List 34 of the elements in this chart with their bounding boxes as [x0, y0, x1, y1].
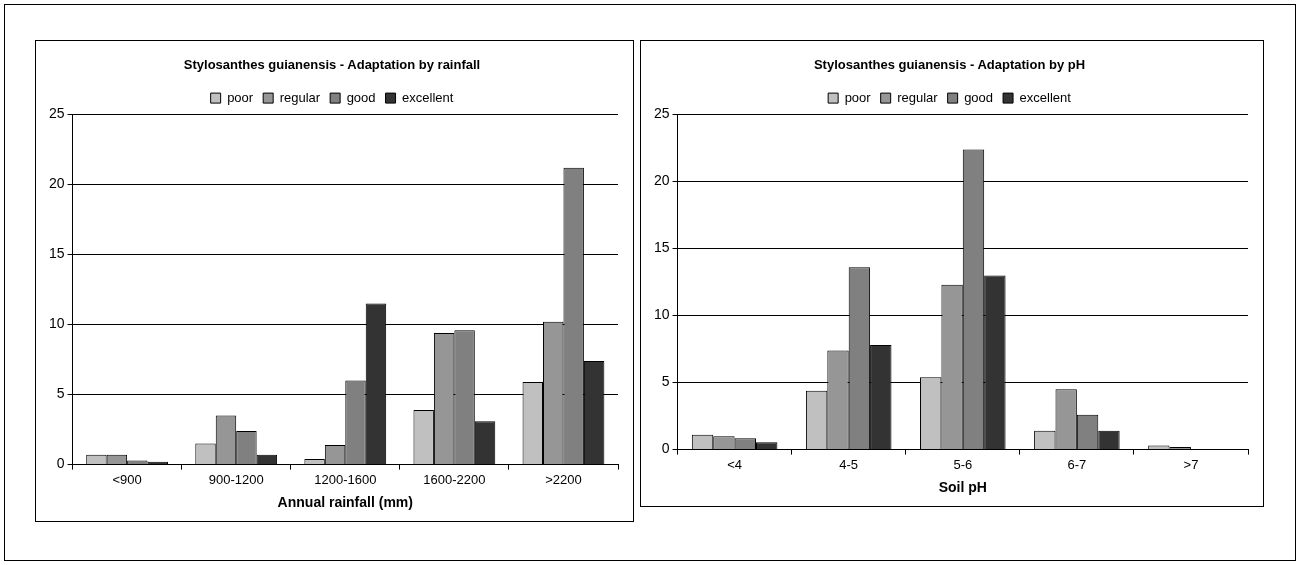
- y-tick-label: 10: [653, 306, 670, 323]
- x-tick-label: 6-7: [1067, 456, 1087, 472]
- x-tick-label: 5-6: [953, 456, 973, 472]
- x-tick-label: 1200-1600: [314, 471, 377, 487]
- y-tick-label: 0: [661, 440, 670, 457]
- y-tick-label: 20: [48, 175, 65, 192]
- x-axis-title: Soil pH: [938, 479, 987, 496]
- x-tick-label: 900-1200: [208, 471, 264, 487]
- x-tick-label: >7: [1183, 456, 1199, 472]
- y-tick-label: 5: [661, 373, 670, 390]
- y-tick-label: 15: [653, 239, 670, 256]
- legend-label: good: [964, 89, 994, 105]
- x-tick-label: >2200: [545, 471, 582, 487]
- legend-label: good: [346, 89, 376, 105]
- x-tick-label: <4: [727, 456, 743, 472]
- x-axis-title: Annual rainfall (mm): [277, 494, 413, 511]
- y-tick-label: 15: [48, 245, 65, 262]
- legend-label: excellent: [402, 89, 454, 105]
- x-tick-label: <900: [112, 471, 142, 487]
- chart-title: Stylosanthes guianensis - Adaptation by pH: [813, 57, 1086, 73]
- legend-label: excellent: [1019, 89, 1072, 105]
- y-tick-label: 25: [48, 105, 65, 122]
- x-tick-label: 1600-2200: [423, 471, 486, 487]
- y-tick-label: 10: [48, 315, 65, 332]
- legend-label: regular: [897, 89, 939, 105]
- legend-label: regular: [279, 89, 321, 105]
- y-tick-label: 20: [653, 172, 670, 189]
- y-tick-label: 5: [56, 385, 65, 402]
- chart-title: Stylosanthes guianensis - Adaptation by rainfall: [183, 57, 481, 73]
- legend-label: poor: [227, 89, 254, 105]
- y-tick-label: 25: [653, 105, 670, 122]
- y-tick-label: 0: [56, 455, 65, 472]
- x-tick-label: 4-5: [839, 456, 859, 472]
- legend-label: poor: [844, 89, 872, 105]
